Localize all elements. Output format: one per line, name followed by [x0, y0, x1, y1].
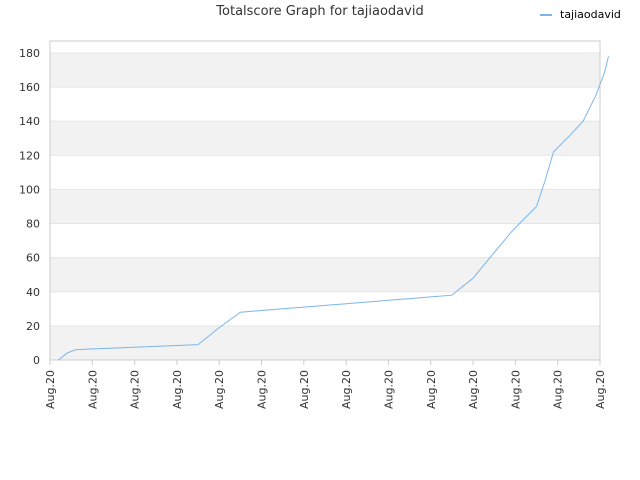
x-tick-label: Aug.20 [86, 370, 99, 409]
x-tick-label: Aug.20 [340, 370, 353, 409]
legend-swatch [540, 13, 552, 16]
y-tick-label: 0 [33, 354, 40, 367]
x-tick-label: Aug.20 [552, 370, 565, 409]
plot-band [50, 257, 600, 292]
x-tick-label: Aug.20 [298, 370, 311, 409]
x-tick-label: Aug.20 [256, 370, 269, 409]
x-tick-label: Aug.20 [509, 370, 522, 409]
plot-band [50, 189, 600, 224]
legend[interactable]: tajiaodavid [540, 8, 621, 21]
x-tick-label: Aug.20 [213, 370, 226, 409]
y-tick-label: 160 [19, 81, 40, 94]
plot-band [50, 87, 600, 122]
x-axis-ticks: Aug.20 Aug.20 Aug.20 Aug.20 Aug.20 Aug.20 Aug.… [44, 360, 607, 409]
y-tick-label: 60 [26, 252, 40, 265]
plot-band [50, 121, 600, 156]
plot-band [50, 223, 600, 258]
x-tick-label: Aug.20 [382, 370, 395, 409]
y-tick-label: 180 [19, 47, 40, 60]
x-tick-label: Aug.20 [467, 370, 480, 409]
plot-band [50, 52, 600, 88]
plot-bands [50, 41, 600, 360]
plot-band [50, 325, 600, 360]
y-tick-label: 40 [26, 286, 40, 299]
plot-border [49, 40, 601, 361]
y-tick-label: 20 [26, 320, 40, 333]
x-tick-label: Aug.20 [594, 370, 607, 409]
y-axis-ticks: 0 20 40 60 80 100 120 140 160 180 [19, 47, 40, 367]
x-tick-label: Aug.20 [425, 370, 438, 409]
y-tick-label: 120 [19, 149, 40, 162]
chart-title: Totalscore Graph for tajiaodavid [216, 4, 424, 19]
plot-band [50, 41, 600, 53]
x-tick-label: Aug.20 [171, 370, 184, 409]
series-line [58, 56, 609, 361]
x-tick-label: Aug.20 [129, 370, 142, 409]
y-tick-label: 80 [26, 218, 40, 231]
legend-label: tajiaodavid [560, 8, 621, 21]
plot-band [50, 155, 600, 190]
y-tick-label: 100 [19, 183, 40, 196]
y-tick-label: 140 [19, 115, 40, 128]
plot-band [50, 291, 600, 326]
x-tick-label: Aug.20 [44, 370, 57, 409]
series-group [58, 56, 609, 361]
